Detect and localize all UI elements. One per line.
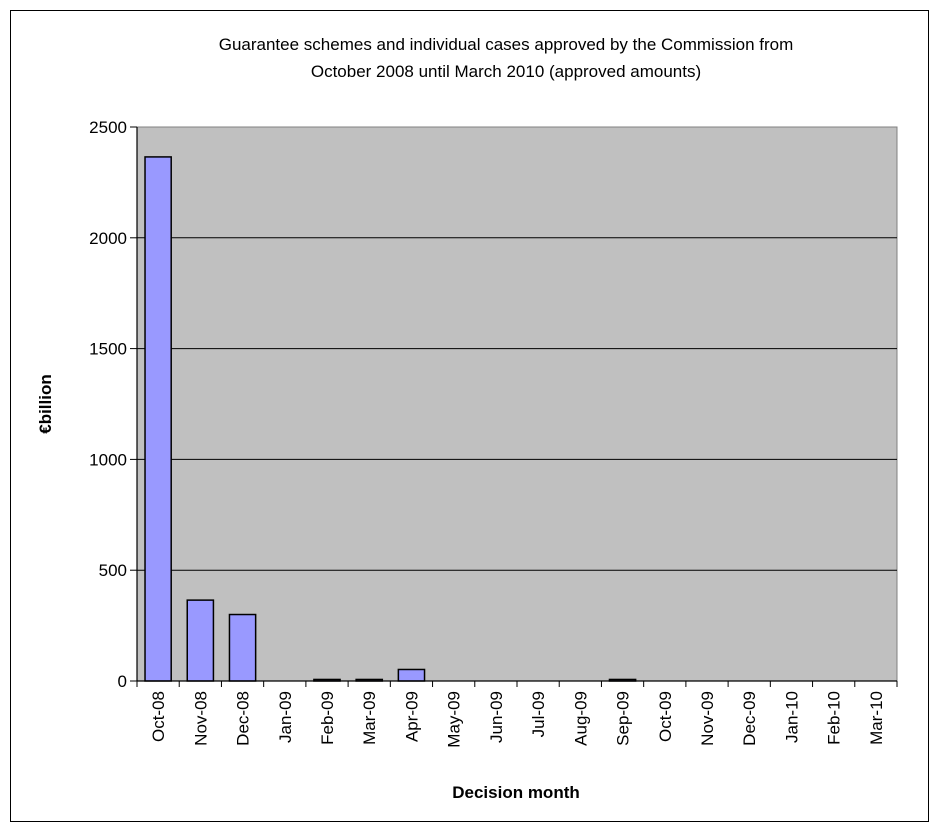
x-tick-label: Nov-09 — [698, 691, 717, 746]
y-axis-title: €billion — [36, 374, 55, 434]
x-tick-label: Jul-09 — [529, 691, 548, 737]
x-tick-label: Feb-09 — [318, 691, 337, 745]
x-tick-label: Mar-10 — [867, 691, 886, 745]
plot-area — [136, 126, 898, 682]
x-tick-label: May-09 — [445, 691, 464, 748]
x-tick-label: Sep-09 — [614, 691, 633, 746]
x-tick-label: Jan-10 — [782, 691, 801, 743]
x-tick-labels: Oct-08 Nov-08 Dec-08 Jan-09 Feb-09 Mar-09 Apr-… — [149, 691, 886, 748]
y-tick-label: 1000 — [89, 450, 127, 469]
x-tick-label: Dec-09 — [740, 691, 759, 746]
bar-apr-09 — [397, 668, 426, 682]
bar-dec-08 — [228, 613, 257, 682]
x-axis-title: Decision month — [452, 783, 580, 802]
y-tick-label: 500 — [99, 561, 127, 580]
chart-title-line-2: October 2008 until March 2010 (approved … — [311, 62, 701, 81]
y-tick-label: 2000 — [89, 229, 127, 248]
x-tick-label: Oct-09 — [656, 691, 675, 742]
axes — [130, 126, 898, 687]
x-tick-label: Dec-08 — [234, 691, 253, 746]
bar-nov-08 — [186, 599, 215, 682]
y-tick-labels: 0 500 1000 1500 2000 2500 — [89, 118, 127, 691]
chart-title-line-1: Guarantee schemes and individual cases a… — [219, 35, 794, 54]
x-tick-label: Mar-09 — [360, 691, 379, 745]
x-tick-label: Jan-09 — [276, 691, 295, 743]
x-tick-label: Feb-10 — [825, 691, 844, 745]
bar-oct-08 — [144, 156, 172, 682]
y-tick-label: 0 — [118, 672, 127, 691]
x-tick-label: Jun-09 — [487, 691, 506, 743]
y-tick-label: 2500 — [89, 118, 127, 137]
grid-lines — [137, 237, 897, 571]
x-tick-label: Oct-08 — [149, 691, 168, 742]
x-tick-label: Aug-09 — [571, 691, 590, 746]
x-tick-label: Apr-09 — [402, 691, 421, 742]
y-tick-label: 1500 — [89, 340, 127, 359]
x-tick-label: Nov-08 — [191, 691, 210, 746]
